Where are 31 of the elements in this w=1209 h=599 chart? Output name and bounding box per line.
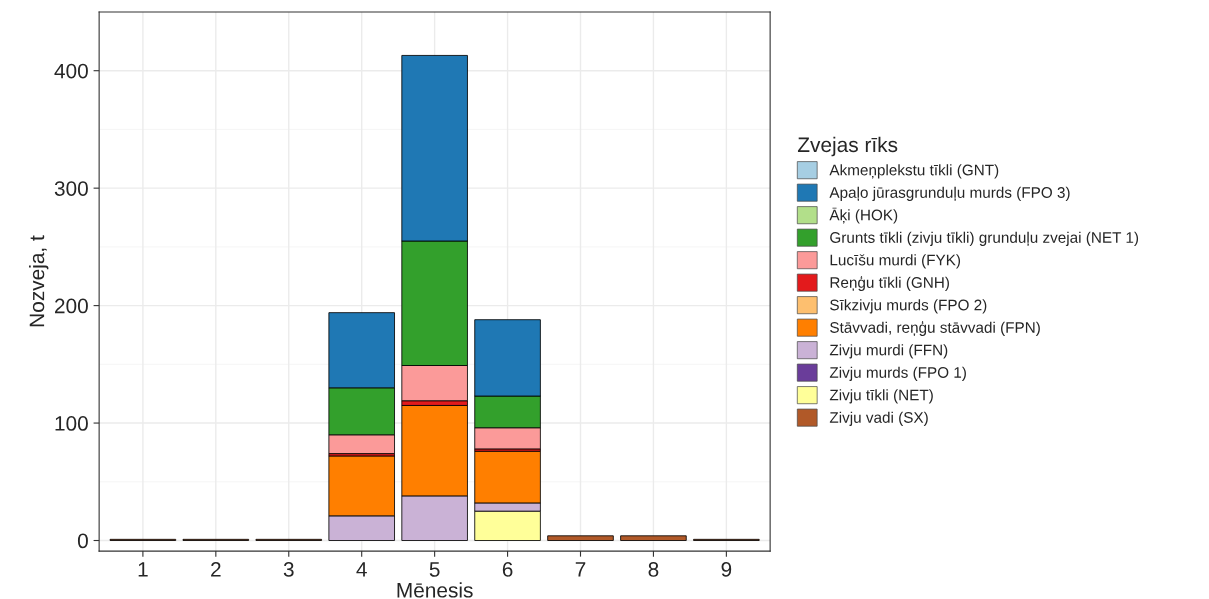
x-tick-label: 9 (721, 562, 732, 577)
legend-label: Lucīšu murdi (FYK) (830, 254, 961, 269)
bar (620, 535, 687, 541)
legend-label: Grunts tīkli (zivju tīkli) grunduļu zvejai (NET 1) (830, 231, 1139, 247)
y-axis-title: Nozveja, t (28, 235, 49, 327)
x-tick-label: 3 (283, 562, 294, 577)
legend-title: Zvejas rīks (797, 136, 898, 157)
x-tick-label: 1 (138, 562, 148, 577)
legend-label: Āķi (HOK) (829, 207, 898, 224)
legend-label: Zivju vadi (SX) (829, 411, 928, 426)
legend-label: Stāvvadi, reņģu stāvvadi (FPN) (830, 321, 1040, 336)
legend-label: Apaļo jūrasgrunduļu murds (FPO 3) (829, 186, 1070, 202)
x-tick-label: 4 (356, 562, 367, 577)
legend-label: Zivju tīkli (NET) (829, 389, 933, 404)
y-tick-label: 100 (55, 416, 88, 431)
legend-label: Reņģu tīkli (GNH) (830, 276, 949, 291)
y-tick-label: 200 (55, 298, 88, 314)
bar (547, 535, 614, 541)
y-tick-label: 0 (77, 533, 88, 549)
x-tick-label: 5 (429, 562, 440, 577)
x-tick-label: 8 (648, 562, 659, 577)
x-tick-label: 6 (502, 562, 513, 577)
y-tick-label: 300 (54, 181, 88, 196)
x-tick-label: 7 (575, 562, 586, 577)
legend-label: Zivju murdi (FFN) (829, 344, 948, 359)
legend-label: Akmeņplekstu tīkli (GNT) (829, 164, 999, 179)
x-axis-title: Mēnesis (397, 582, 473, 598)
y-tick-label: 400 (54, 63, 88, 79)
legend-label: Sīkzivju murds (FPO 2) (830, 299, 987, 314)
x-tick-label: 2 (211, 562, 221, 577)
legend-label: Zivju murds (FPO 1) (829, 366, 966, 381)
